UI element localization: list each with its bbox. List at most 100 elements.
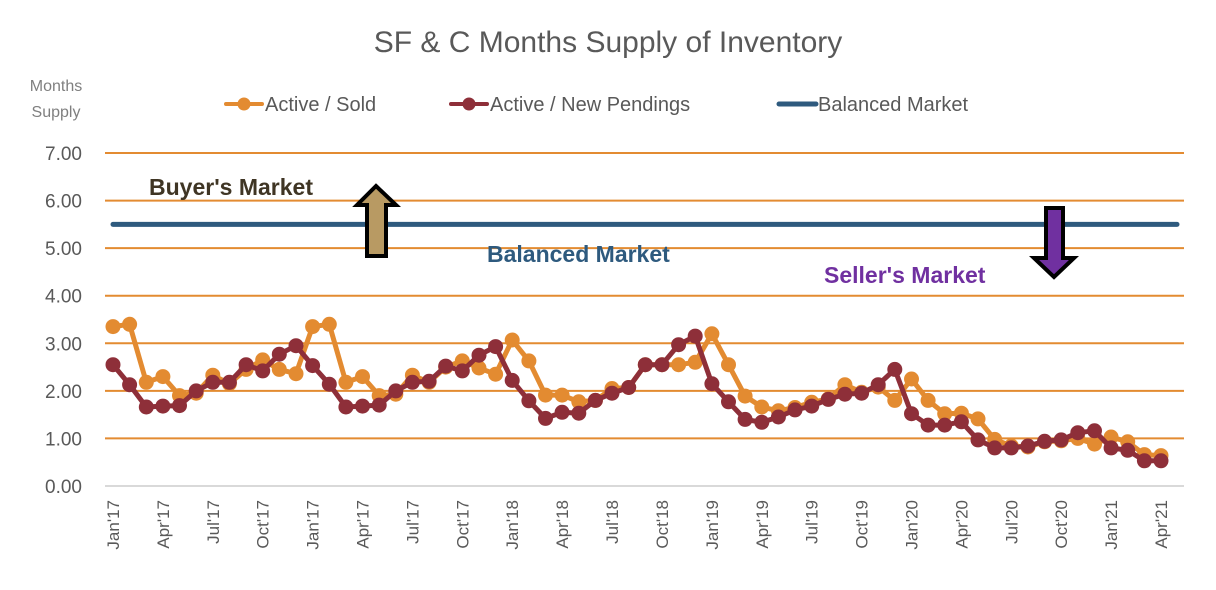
- data-point-active-new-pendings[interactable]: [904, 406, 919, 422]
- data-point-active-new-pendings[interactable]: [587, 392, 603, 408]
- data-point-active-sold[interactable]: [504, 332, 520, 348]
- data-point-active-sold[interactable]: [721, 357, 736, 373]
- data-point-active-sold[interactable]: [471, 360, 487, 376]
- data-point-active-new-pendings[interactable]: [255, 363, 271, 379]
- data-point-active-sold[interactable]: [887, 392, 903, 408]
- data-point-active-new-pendings[interactable]: [970, 432, 986, 448]
- data-point-active-sold[interactable]: [737, 388, 753, 404]
- data-point-active-new-pendings[interactable]: [1087, 423, 1102, 439]
- data-point-active-new-pendings[interactable]: [155, 398, 171, 414]
- data-point-active-sold[interactable]: [904, 371, 919, 387]
- data-point-active-new-pendings[interactable]: [238, 357, 254, 373]
- data-point-active-new-pendings[interactable]: [804, 398, 820, 414]
- data-point-active-new-pendings[interactable]: [937, 417, 953, 433]
- data-point-active-new-pendings[interactable]: [571, 405, 587, 421]
- data-point-active-sold[interactable]: [338, 374, 354, 390]
- data-point-active-new-pendings[interactable]: [721, 394, 736, 410]
- data-point-active-new-pendings[interactable]: [887, 361, 903, 377]
- data-point-active-new-pendings[interactable]: [371, 397, 387, 413]
- data-point-active-sold[interactable]: [521, 353, 537, 369]
- data-point-active-new-pendings[interactable]: [404, 374, 420, 390]
- data-point-active-sold[interactable]: [754, 399, 770, 415]
- legend-item-active-sold[interactable]: Active / Sold: [224, 94, 376, 116]
- data-point-active-sold[interactable]: [920, 392, 936, 408]
- data-point-active-sold[interactable]: [305, 319, 321, 335]
- data-point-active-new-pendings[interactable]: [454, 363, 470, 379]
- x-tick-label: Jan'17: [304, 500, 323, 550]
- data-point-active-new-pendings[interactable]: [188, 383, 204, 399]
- data-point-active-new-pendings[interactable]: [271, 346, 287, 362]
- data-point-active-new-pendings[interactable]: [122, 377, 138, 393]
- data-point-active-sold[interactable]: [155, 369, 171, 385]
- data-point-active-new-pendings[interactable]: [521, 393, 537, 409]
- legend-item-balanced-market[interactable]: Balanced Market: [776, 94, 969, 116]
- legend-item-active-new-pendings[interactable]: Active / New Pendings: [449, 94, 690, 116]
- data-point-active-new-pendings[interactable]: [355, 398, 370, 414]
- data-point-active-sold[interactable]: [970, 411, 986, 427]
- data-point-active-sold[interactable]: [271, 361, 287, 377]
- data-point-active-sold[interactable]: [105, 319, 121, 335]
- data-point-active-new-pendings[interactable]: [704, 376, 720, 392]
- data-point-active-sold[interactable]: [937, 406, 953, 422]
- data-point-active-sold[interactable]: [355, 369, 370, 385]
- data-point-active-new-pendings[interactable]: [820, 391, 836, 407]
- data-point-active-new-pendings[interactable]: [488, 339, 504, 355]
- data-point-active-new-pendings[interactable]: [1103, 440, 1119, 456]
- data-point-active-new-pendings[interactable]: [870, 377, 886, 393]
- data-point-active-new-pendings[interactable]: [953, 414, 969, 430]
- data-point-active-new-pendings[interactable]: [504, 372, 520, 388]
- data-point-active-sold[interactable]: [704, 326, 720, 342]
- data-point-active-new-pendings[interactable]: [604, 385, 620, 401]
- data-point-active-sold[interactable]: [538, 387, 553, 403]
- data-point-active-new-pendings[interactable]: [837, 386, 853, 402]
- data-point-active-new-pendings[interactable]: [1070, 425, 1086, 441]
- data-point-active-sold[interactable]: [687, 354, 703, 370]
- data-point-active-new-pendings[interactable]: [388, 383, 404, 399]
- data-point-active-new-pendings[interactable]: [305, 358, 321, 374]
- data-point-active-new-pendings[interactable]: [637, 357, 653, 373]
- data-point-active-new-pendings[interactable]: [321, 376, 337, 392]
- data-point-active-sold[interactable]: [571, 394, 587, 410]
- annotation-balanced-market: Balanced Market: [487, 241, 670, 267]
- data-point-active-new-pendings[interactable]: [737, 411, 753, 427]
- data-point-active-sold[interactable]: [122, 316, 138, 332]
- data-point-active-new-pendings[interactable]: [172, 398, 187, 414]
- data-point-active-new-pendings[interactable]: [1003, 440, 1019, 456]
- data-point-active-new-pendings[interactable]: [654, 357, 670, 373]
- data-point-active-new-pendings[interactable]: [1037, 433, 1053, 449]
- data-point-active-new-pendings[interactable]: [105, 357, 121, 373]
- data-point-active-new-pendings[interactable]: [920, 417, 936, 433]
- data-point-active-new-pendings[interactable]: [1153, 453, 1169, 469]
- data-point-active-new-pendings[interactable]: [138, 399, 154, 415]
- data-point-active-new-pendings[interactable]: [288, 338, 304, 354]
- data-point-active-new-pendings[interactable]: [1136, 453, 1152, 469]
- data-point-active-new-pendings[interactable]: [754, 414, 770, 430]
- data-point-active-sold[interactable]: [554, 387, 570, 403]
- data-point-active-new-pendings[interactable]: [205, 374, 221, 390]
- data-point-active-new-pendings[interactable]: [621, 380, 637, 395]
- data-point-active-new-pendings[interactable]: [1120, 442, 1136, 458]
- data-point-active-new-pendings[interactable]: [787, 402, 803, 418]
- data-point-active-sold[interactable]: [321, 316, 337, 332]
- data-point-active-new-pendings[interactable]: [687, 328, 703, 344]
- data-point-active-new-pendings[interactable]: [471, 347, 487, 363]
- data-point-active-new-pendings[interactable]: [438, 358, 454, 374]
- data-point-active-new-pendings[interactable]: [1020, 438, 1036, 454]
- data-point-active-new-pendings[interactable]: [770, 409, 786, 425]
- data-point-active-new-pendings[interactable]: [1053, 432, 1069, 448]
- data-point-active-new-pendings[interactable]: [987, 440, 1003, 456]
- data-point-active-new-pendings[interactable]: [554, 404, 570, 420]
- data-point-active-new-pendings[interactable]: [671, 337, 687, 353]
- data-point-active-new-pendings[interactable]: [221, 374, 237, 390]
- data-point-active-sold[interactable]: [488, 366, 504, 382]
- data-point-active-new-pendings[interactable]: [421, 373, 437, 389]
- data-point-active-new-pendings[interactable]: [854, 385, 870, 401]
- data-point-active-sold[interactable]: [288, 366, 304, 382]
- data-point-active-sold[interactable]: [138, 374, 154, 390]
- x-tick-label: Jan'17: [104, 500, 123, 550]
- data-point-active-new-pendings[interactable]: [538, 410, 553, 426]
- data-point-active-new-pendings[interactable]: [338, 399, 354, 415]
- data-point-active-sold[interactable]: [671, 357, 687, 373]
- annotations: Buyer's Market Balanced Market Seller's …: [149, 174, 1080, 288]
- data-point-active-sold[interactable]: [1087, 436, 1102, 452]
